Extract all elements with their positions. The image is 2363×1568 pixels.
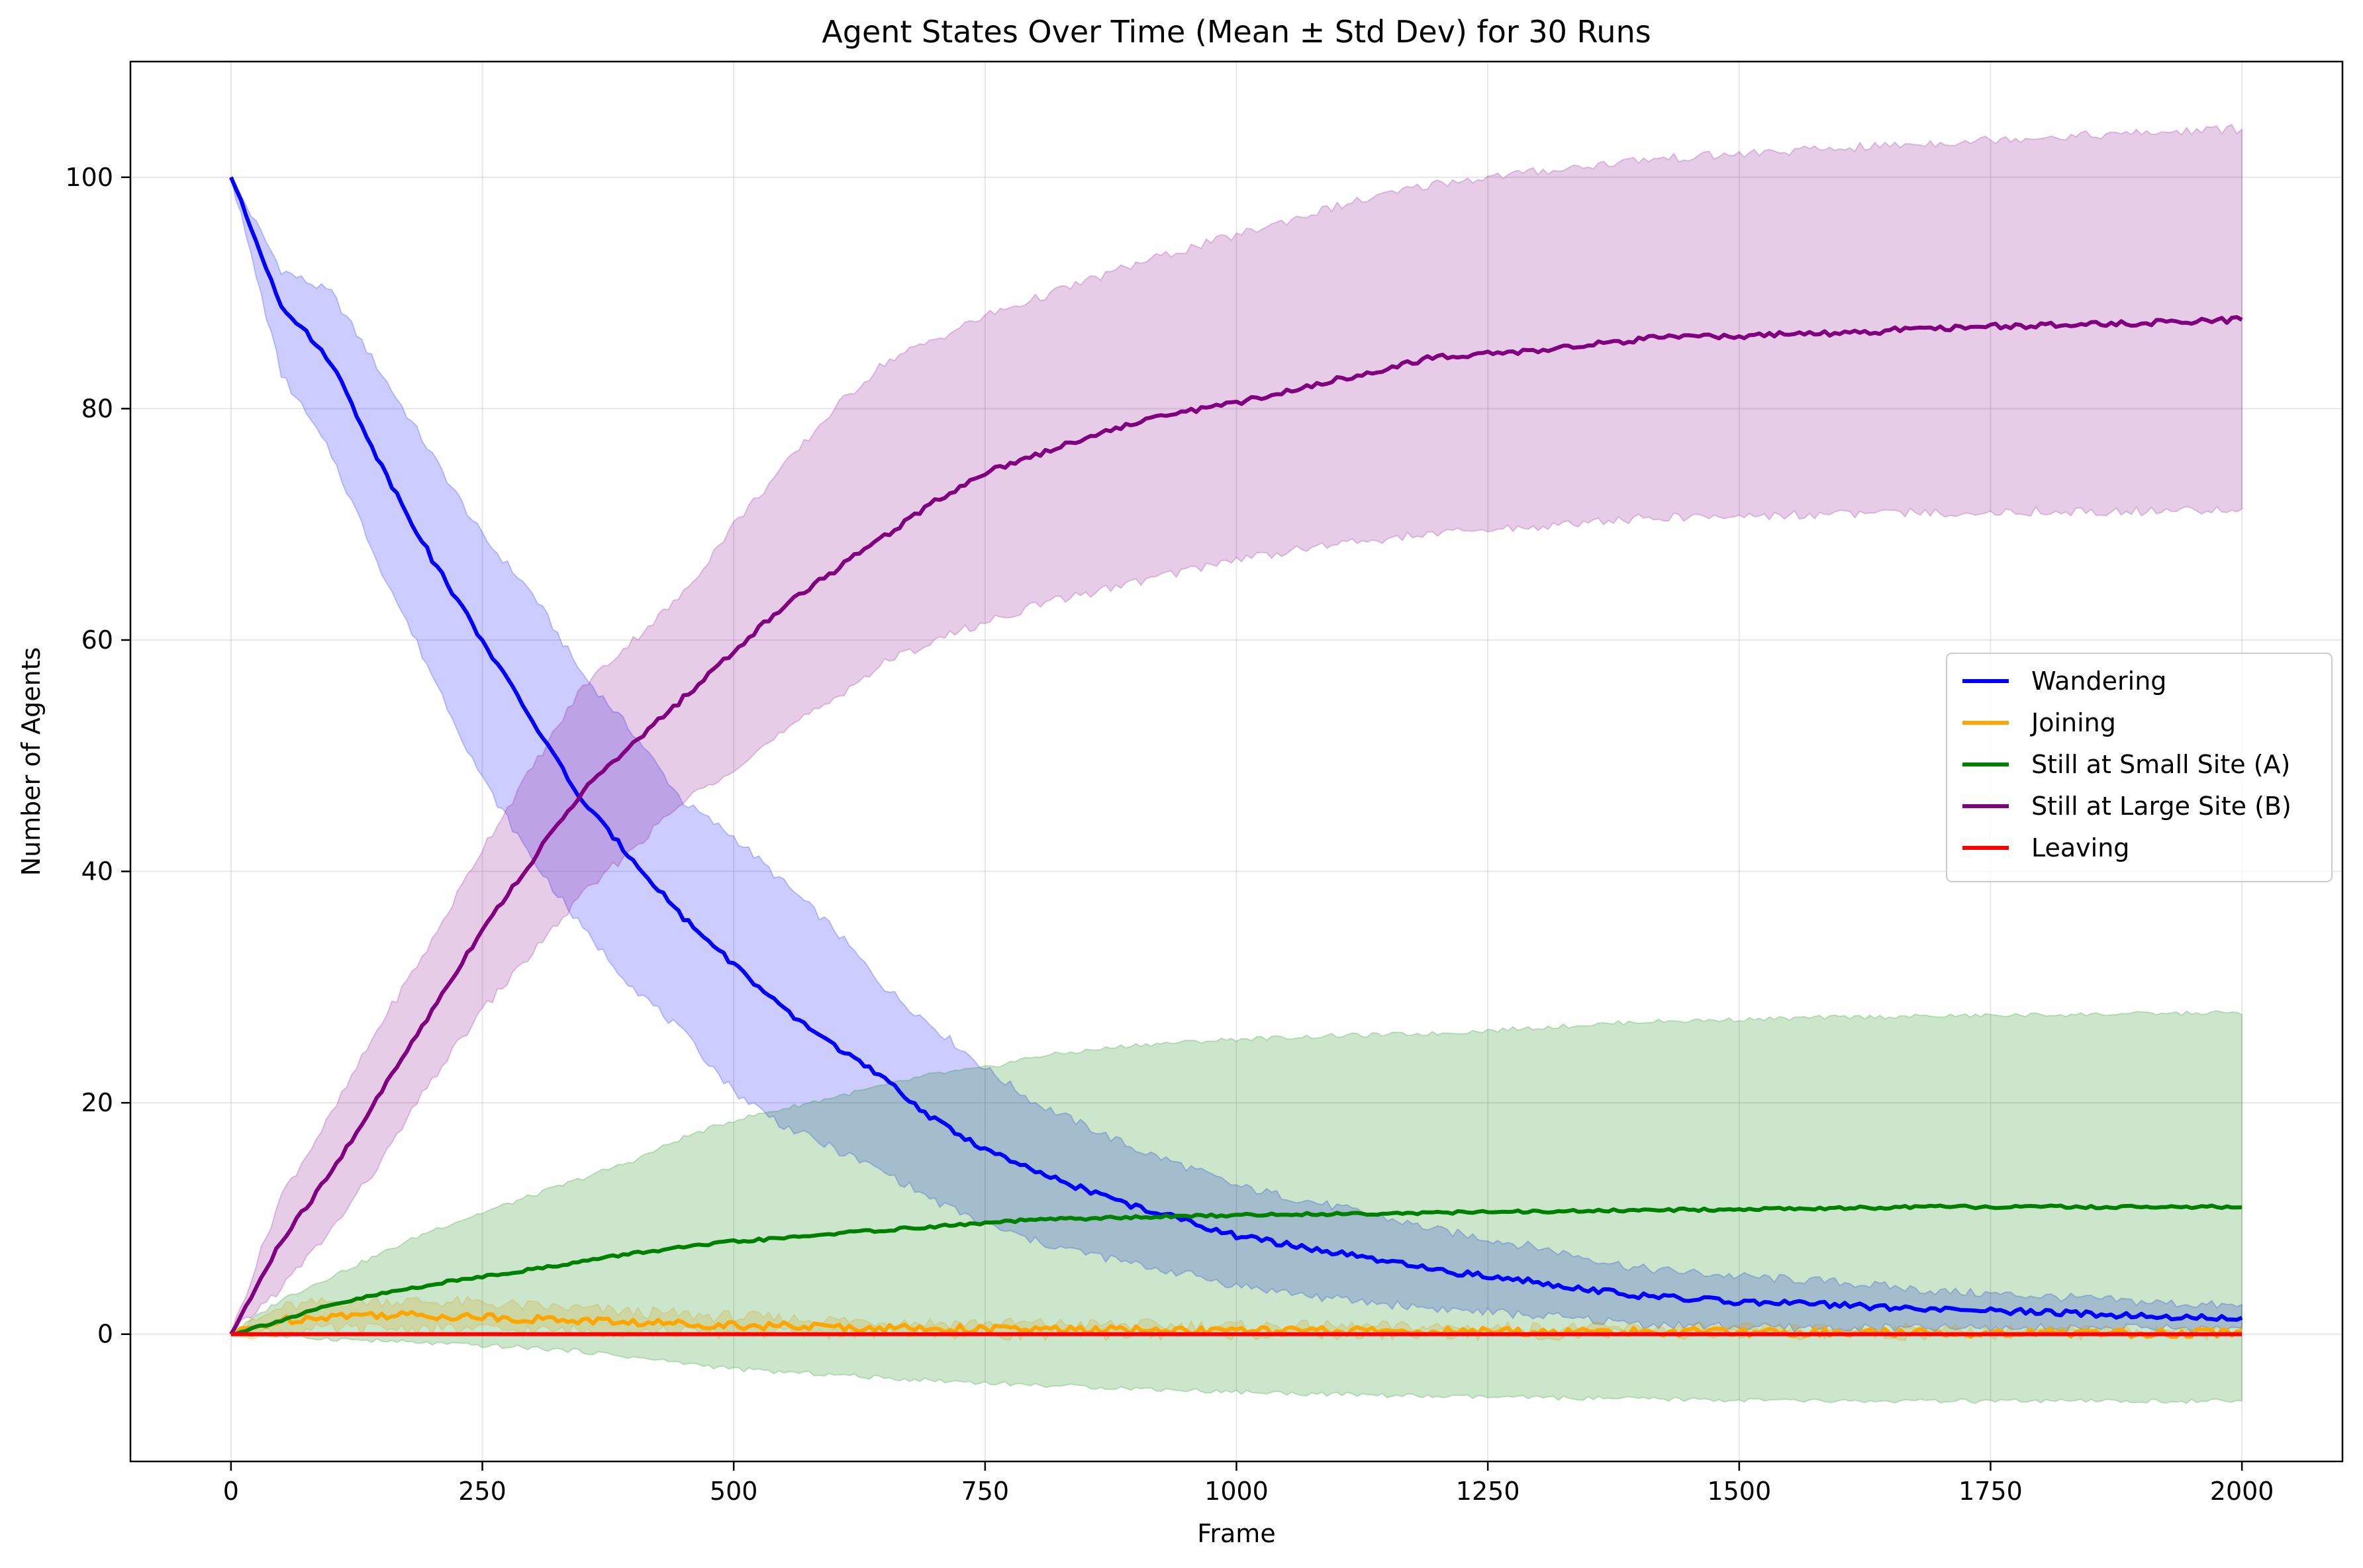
- x-tick-label: 1500: [1707, 1477, 1771, 1506]
- x-axis-label: Frame: [1197, 1519, 1275, 1548]
- y-tick-label: 60: [81, 625, 113, 655]
- line-still-at-small-site-a: [230, 1203, 2242, 1336]
- legend-box: [1946, 653, 2333, 882]
- legend: Wandering Joining Still at Small Site (A) S…: [1946, 653, 2333, 882]
- legend-label-wandering: Wandering: [2031, 667, 2166, 696]
- y-axis-label: Number of Agents: [17, 647, 46, 876]
- y-tick-label: 80: [81, 394, 113, 423]
- legend-label-leaving: Leaving: [2031, 833, 2129, 862]
- mean-lines: [229, 176, 2243, 1339]
- y-tick-label: 40: [81, 857, 113, 886]
- x-tick-label: 250: [458, 1477, 506, 1506]
- y-tick-label: 20: [81, 1088, 113, 1117]
- x-tick-label: 1000: [1204, 1477, 1269, 1506]
- x-tick-label: 500: [710, 1477, 758, 1506]
- x-tick-label: 1750: [1958, 1477, 2023, 1506]
- line-still-at-large-site-b: [229, 315, 2243, 1336]
- legend-label-still-at-small-site-a: Still at Small Site (A): [2031, 750, 2290, 779]
- x-tick-label: 0: [223, 1477, 239, 1506]
- x-tick-label: 1250: [1456, 1477, 1520, 1506]
- y-tick-label: 100: [65, 163, 113, 192]
- line-wandering: [229, 176, 2243, 1322]
- band-wandering: [230, 177, 2243, 1334]
- y-tick-label: 0: [97, 1320, 113, 1349]
- x-tick-label: 2000: [2210, 1477, 2274, 1506]
- legend-label-still-at-large-site-b: Still at Large Site (B): [2031, 792, 2291, 821]
- axis-ticks: 0 250 500 750 1000 1250 1500 1750 2000 0 20 40 60 80 1…: [65, 163, 2274, 1506]
- x-tick-label: 750: [961, 1477, 1010, 1506]
- chart-title: Agent States Over Time (Mean ± Std Dev) …: [822, 14, 1651, 50]
- legend-label-joining: Joining: [2030, 708, 2116, 737]
